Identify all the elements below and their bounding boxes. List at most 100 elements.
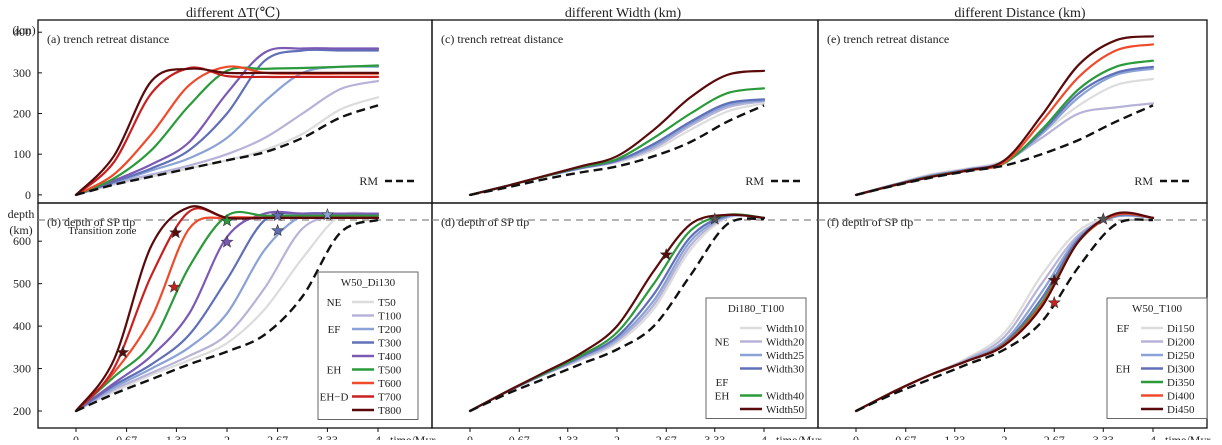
series-line-Width50 [468,69,766,196]
x-tick-label: 4 [761,433,767,440]
bottom-y-unit-km: (km) [9,223,32,237]
legend-group-label: NE [715,337,730,349]
column-header-width: different Width (km) [565,6,682,21]
legend-group-label: EH [327,365,342,377]
x-tick-label: 1.33 [166,433,187,440]
panel-c: (c) trench retreat distance RM [431,19,819,204]
y-tick-label: 0 [25,188,31,202]
legend-entry: T500 [378,365,402,377]
legend-entry: Width40 [766,391,805,403]
legend-entry: T700 [378,392,402,404]
x-tick-label: 2 [1002,433,1008,440]
y-tick-label: 400 [13,25,31,39]
panel-a: (a) trench retreat distance 0 100 200 300 400… [13,19,433,204]
series-line-T700 [74,66,380,196]
x-axis-label: time/Myr [390,433,435,440]
marker-star [659,247,673,261]
x-tick-label: 3.33 [317,433,338,440]
bottom-y-unit-depth: depth [8,207,35,221]
series-line-T200 [74,65,380,196]
x-tick-label: 2 [614,433,620,440]
x-tick-label: 3.33 [704,433,725,440]
panel-title-e: (e) trench retreat distance [827,32,949,46]
legend-entry: T300 [378,338,402,350]
legend-entry: Di350 [1167,377,1195,389]
x-tick-label: 0.67 [509,433,530,440]
y-tick-label: 100 [13,147,31,161]
marker-star [1096,212,1110,225]
x-tick-label: 4 [1150,433,1156,440]
marker-star [220,235,234,248]
legend-entry: Di150 [1167,323,1195,335]
legend-entry: Width25 [766,350,805,362]
x-tick-label: 2.67 [267,433,288,440]
panel-title-a: (a) trench retreat distance [47,32,169,46]
rm-legend-label: RM [1134,174,1153,188]
x-tick-label: 2 [224,433,230,440]
marker-star [271,208,285,222]
legend-box [1106,297,1208,419]
transition-zone-label: Transition zone [68,225,136,237]
rm-reference-line [855,104,1154,197]
rm-reference-line [75,218,379,413]
panel-e: (e) trench retreat distance RM [817,19,1208,204]
x-tick-label: 1.33 [944,433,965,440]
legend-entry: T400 [378,351,402,363]
x-tick-label: 1.33 [557,433,578,440]
series-line-T100 [74,79,380,196]
legend-group-label: EF [1117,323,1130,335]
legend-entry: Di250 [1167,350,1195,362]
series-line-Di300 [854,65,1155,196]
series-line-T300 [74,48,380,196]
x-tick-label: 2.67 [1044,433,1065,440]
x-axis-label: time/Myr [776,433,821,440]
y-tick-label: 500 [13,277,31,291]
legend-entry: Di200 [1167,337,1195,349]
x-axis-label: time/Myr [1165,433,1210,440]
marker-star [1047,295,1061,309]
legend-group-label: NE [327,297,342,309]
legend-title: Di180_T100 [728,303,785,315]
x-tick-label: 0 [73,433,79,440]
legend-entry: T200 [378,324,402,336]
panel-title-c: (c) trench retreat distance [441,32,563,46]
series-line-T500 [74,64,380,196]
legend-group-label: EF [716,377,729,389]
marker-star [116,345,130,358]
panel-title-b: (b) depth of SP tip [47,215,135,229]
column-header-temperature: different ΔT(℃) [186,6,280,21]
legend-group-label: EF [328,324,341,336]
legend-group-label: EH [1116,364,1131,376]
series-line-Di450 [854,35,1155,196]
x-tick-label: 0.67 [116,433,137,440]
marker-star [271,223,285,237]
legend-entry: T600 [378,378,402,390]
series-line-Di200 [854,102,1155,196]
series-line-T400 [74,46,380,196]
series-line-Di400 [854,43,1155,196]
series-line-Di350 [854,59,1155,196]
legend-group-label: EH [715,391,730,403]
rm-reference-line [855,218,1154,413]
series-line-T50 [74,211,380,413]
top-y-unit: (km) [12,23,35,37]
legend-entry: Width20 [766,337,805,349]
legend-box [705,297,807,419]
legend-group-label: EH−D [320,392,349,404]
panel-title-f: (f) depth of SP tip [827,215,913,229]
marker-star [169,225,183,239]
x-tick-label: 2.67 [656,433,677,440]
marker-star [320,208,334,221]
legend-entry: Width50 [766,404,805,416]
y-tick-label: 600 [13,234,31,248]
marker-star [1047,273,1061,286]
x-tick-label: 0.67 [895,433,916,440]
series-line-Width40 [468,87,766,196]
marker-star [220,213,234,227]
y-tick-label: 300 [13,66,31,80]
panel-title-d: (d) depth of SP tip [441,215,529,229]
marker-star [167,280,181,293]
